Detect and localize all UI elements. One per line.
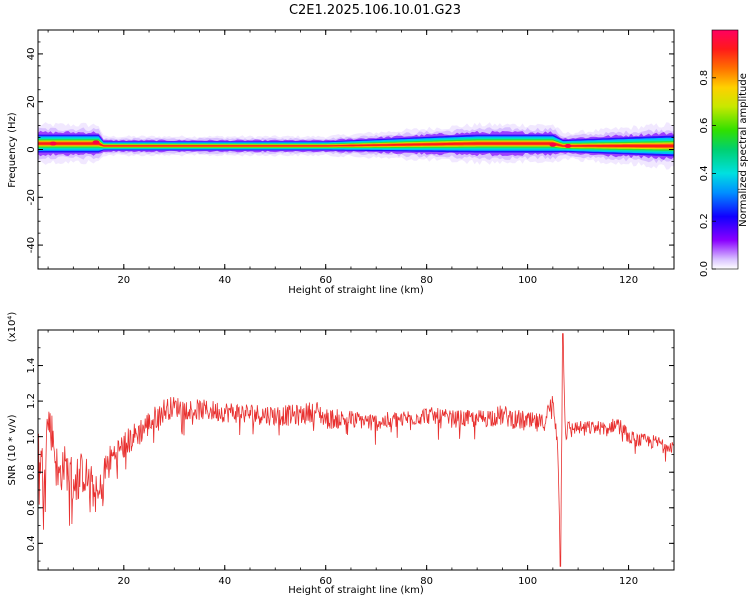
- snr-y-tick-label: 0.6: [26, 500, 37, 516]
- spectrogram-hotspot-2: [549, 142, 557, 147]
- snr-y-tick-label: 0.4: [26, 535, 37, 551]
- snr-y-tick-label: 1.2: [26, 393, 37, 409]
- spectrogram-x-tick-label: 100: [518, 275, 537, 286]
- page-title: C2E1.2025.106.10.01.G23: [288, 3, 462, 18]
- spectrogram-hotspot-1: [92, 140, 100, 145]
- snr-x-tick-label: 60: [319, 576, 332, 587]
- colorbar-tick-label: 0.6: [699, 118, 710, 134]
- spectrogram-y-tick-label: 20: [26, 95, 37, 108]
- spectrogram-x-tick-label: 20: [117, 275, 130, 286]
- snr-x-tick-label: 80: [420, 576, 433, 587]
- colorbar-frame: [711, 29, 739, 270]
- snr-x-tick-label: 40: [218, 576, 231, 587]
- snr-y-ticks: 0.4 0.6 0.8 1.0 1.2 1.4: [26, 347, 674, 562]
- snr-x-ticks: 20 40 60 80 100 120: [47, 330, 655, 587]
- spectrogram-hotspot-3: [564, 143, 572, 148]
- spectrogram-heatmap: [38, 122, 674, 170]
- colorbar-tick-label: 0.4: [699, 165, 710, 181]
- spectrogram-y-tick-label: 40: [26, 48, 37, 61]
- spectrogram-x-tick-label: 80: [420, 275, 433, 286]
- spectrogram-x-tick-label: 120: [619, 275, 638, 286]
- colorbar-gradient: [712, 30, 738, 269]
- colorbar-ticks: 0.0 0.2 0.4 0.6 0.8: [699, 70, 716, 277]
- spectrogram-x-tick-label: 60: [319, 275, 332, 286]
- colorbar-tick-label: 0.0: [699, 261, 710, 277]
- spectrogram-y-tick-label: -20: [26, 189, 37, 205]
- spectrogram-x-tick-label: 40: [218, 275, 231, 286]
- colorbar: 0.0 0.2 0.4 0.6 0.8 Normalized spectral ampl…: [699, 29, 749, 277]
- spectrogram-x-ticks: 20 40 60 80 100 120: [47, 30, 655, 286]
- spectrogram-hotspot-0: [49, 141, 57, 146]
- snr-x-tick-label: 20: [117, 576, 130, 587]
- colorbar-tick-label: 0.8: [699, 70, 710, 86]
- spectrogram-y-ticks: 40 20 0 -20 -40: [26, 41, 674, 258]
- snr-frame: [37, 329, 675, 571]
- colorbar-tick-label: 0.2: [699, 213, 710, 229]
- spectrogram-band-9: [38, 142, 674, 148]
- snr-panel: 20 40 60 80 100 120 0.4 0.6 0.8 1.0 1.2 1.4 Height…: [7, 312, 675, 596]
- spectrogram-x-label: Height of straight line (km): [288, 285, 424, 296]
- snr-y-tick-label: 1.4: [26, 358, 37, 374]
- colorbar-label: Normalized spectral amplitude: [738, 73, 749, 227]
- snr-x-tick-label: 120: [619, 576, 638, 587]
- snr-scale-label: (x10⁴): [7, 312, 18, 343]
- snr-x-label: Height of straight line (km): [288, 585, 424, 596]
- spectrogram-panel: 20 40 60 80 100 120 40 20 0 -20 -40 Height of str…: [7, 29, 675, 296]
- snr-y-tick-label: 1.0: [26, 429, 37, 445]
- spectrogram-y-tick-label: -40: [26, 237, 37, 253]
- snr-y-label: SNR (10 * v/v): [7, 414, 18, 485]
- spectrogram-y-label: Frequency (Hz): [7, 112, 18, 188]
- snr-y-tick-label: 0.8: [26, 464, 37, 480]
- spectrogram-y-tick-label: 0: [26, 146, 37, 152]
- snr-series-line: [38, 333, 674, 567]
- snr-x-tick-label: 100: [518, 576, 537, 587]
